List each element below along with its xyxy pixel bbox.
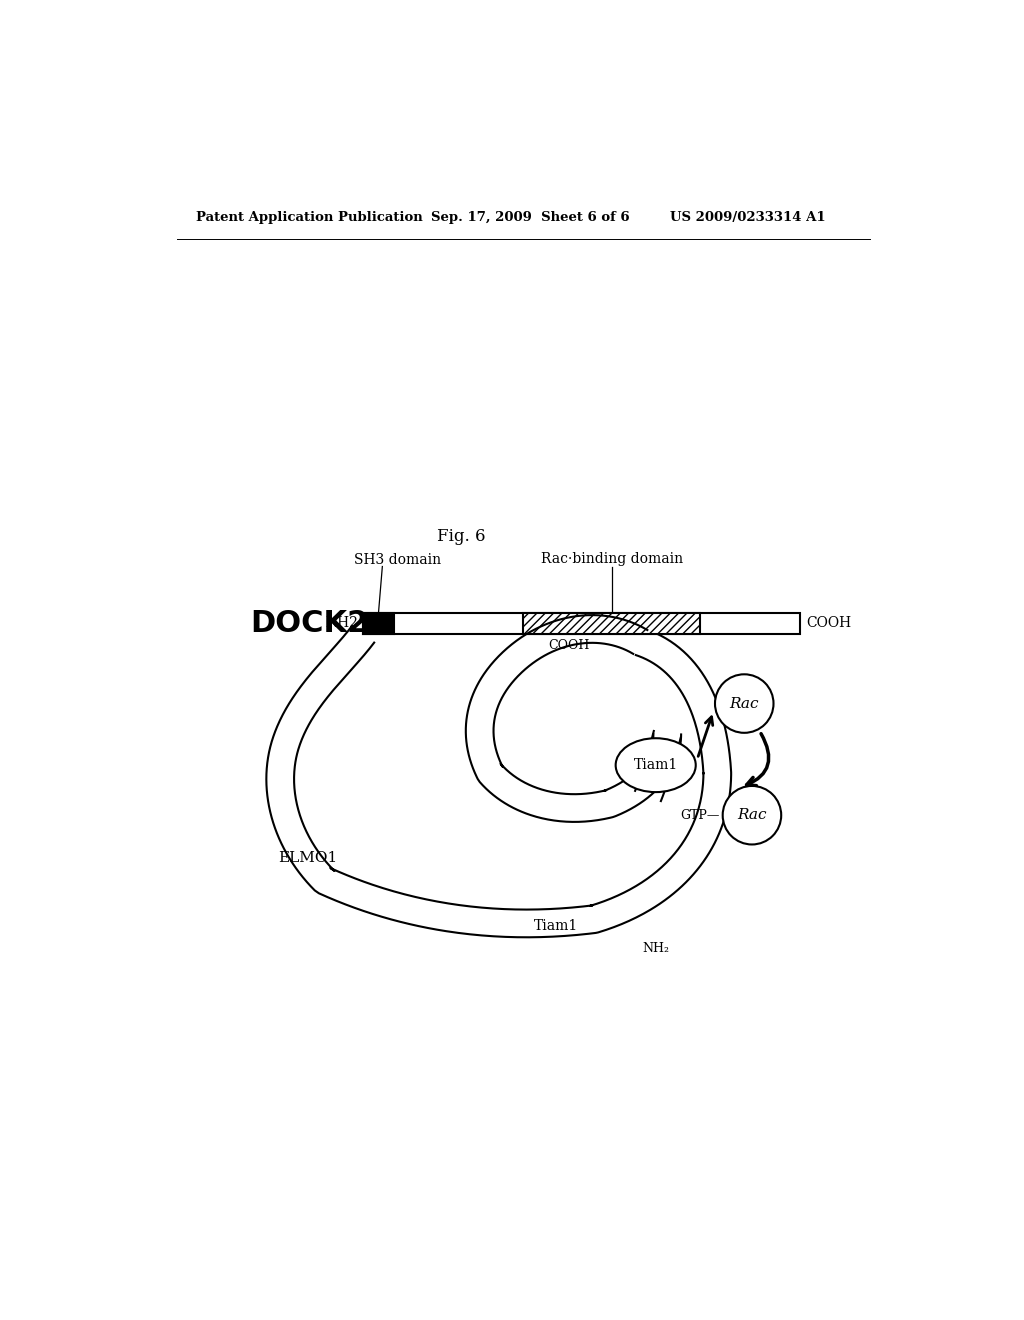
- Polygon shape: [635, 731, 681, 801]
- Text: COOH: COOH: [548, 639, 589, 652]
- Text: Patent Application Publication: Patent Application Publication: [196, 211, 423, 224]
- Bar: [523, 612, 700, 635]
- Ellipse shape: [715, 675, 773, 733]
- Ellipse shape: [723, 785, 781, 845]
- Text: Fig. 6: Fig. 6: [437, 528, 486, 545]
- Text: SH3 domain: SH3 domain: [354, 553, 441, 566]
- Text: Sep. 17, 2009  Sheet 6 of 6: Sep. 17, 2009 Sheet 6 of 6: [431, 211, 630, 224]
- Text: ELMO1: ELMO1: [279, 850, 338, 865]
- Text: GTP—: GTP—: [680, 809, 720, 822]
- Ellipse shape: [615, 738, 695, 792]
- Text: Rac: Rac: [729, 697, 759, 710]
- Text: Rac·binding domain: Rac·binding domain: [541, 553, 683, 566]
- Text: NH2: NH2: [326, 616, 358, 631]
- Text: Rac: Rac: [737, 808, 767, 822]
- Bar: [364, 612, 394, 635]
- Polygon shape: [266, 626, 731, 937]
- Text: NH₂: NH₂: [642, 942, 670, 956]
- Text: US 2009/0233314 A1: US 2009/0233314 A1: [670, 211, 825, 224]
- Text: DOCK2: DOCK2: [250, 609, 369, 638]
- Text: Tiam1: Tiam1: [534, 919, 578, 933]
- Text: Tiam1: Tiam1: [634, 758, 678, 772]
- Bar: [364, 612, 801, 635]
- Text: COOH: COOH: [807, 616, 852, 631]
- Polygon shape: [466, 615, 681, 822]
